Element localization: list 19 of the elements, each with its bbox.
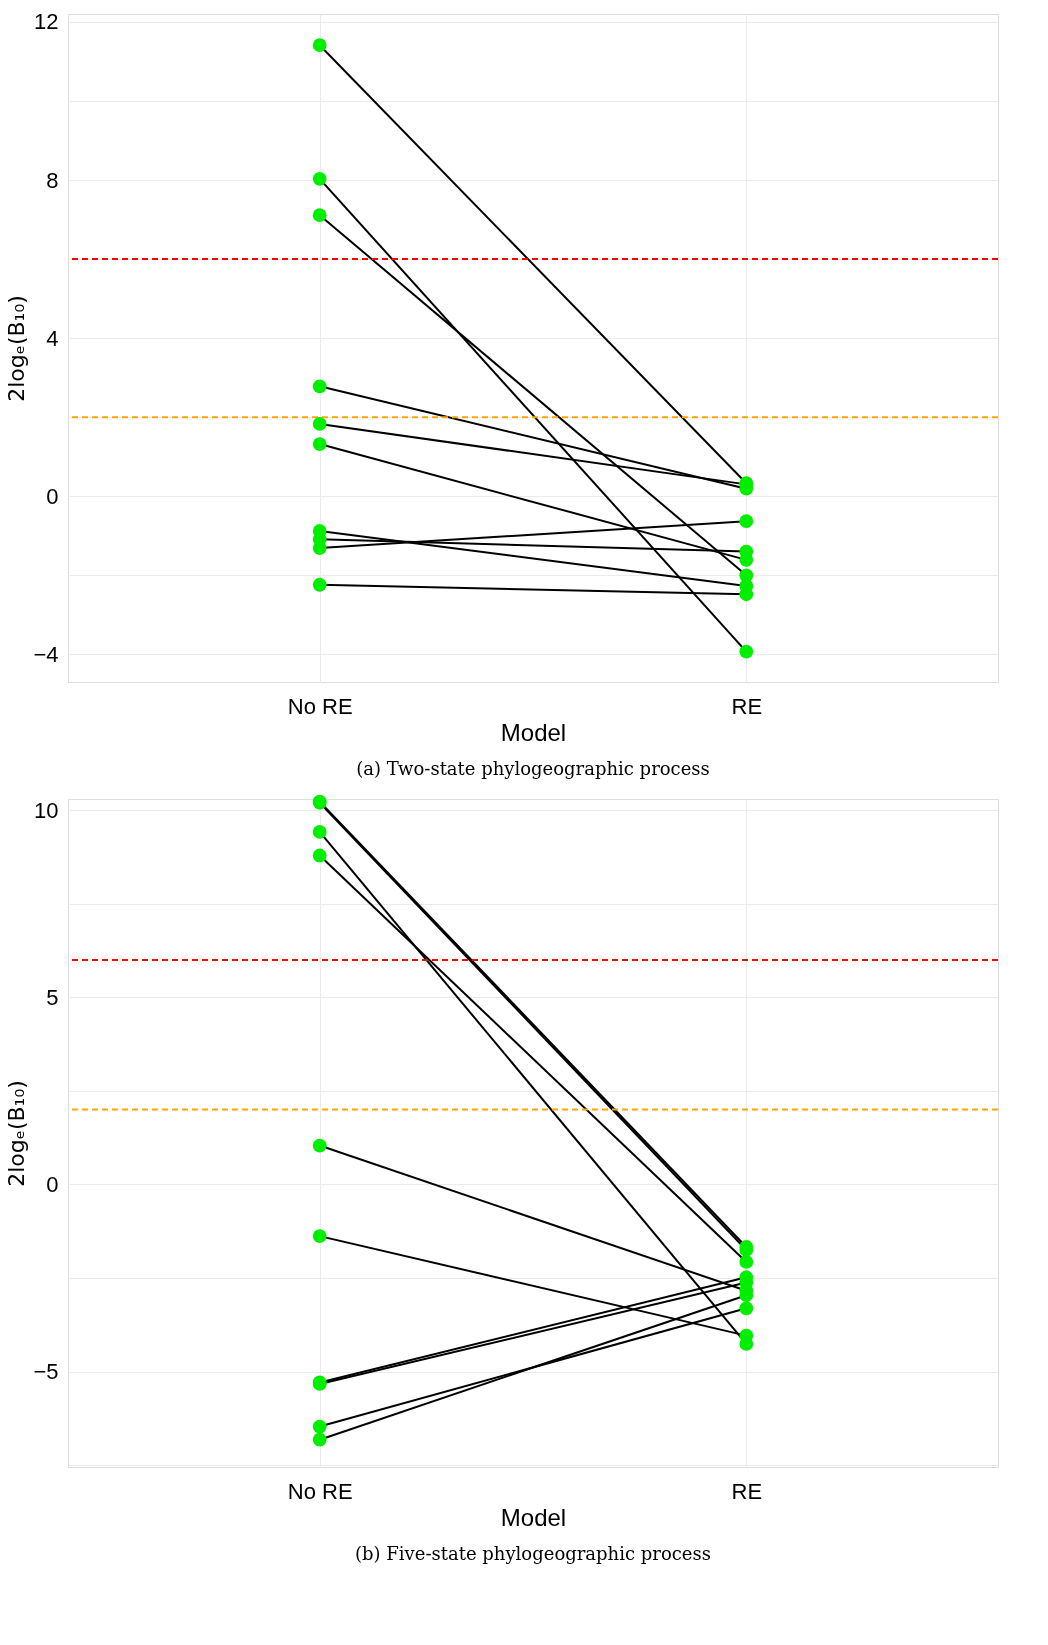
y-tick-label: 5 <box>46 984 59 1010</box>
x-axis-title: Model <box>500 1503 567 1531</box>
x-tick-label: No RE <box>287 693 353 719</box>
y-axis-title: 2logₑ(B₁₀) <box>4 1080 30 1187</box>
text: (b) Five-state phylogeographic process <box>355 1543 711 1564</box>
y-axis-title: 2logₑ(B₁₀) <box>4 295 30 402</box>
y-tick-label: 8 <box>46 167 59 193</box>
y-tick-label: −5 <box>33 1359 59 1385</box>
text: (a) Two-state phylogeographic process <box>356 758 710 779</box>
y-tick-label: −4 <box>33 641 59 667</box>
y-tick-label: 0 <box>46 1171 59 1197</box>
x-tick-label: RE <box>731 693 763 719</box>
y-tick-label: 12 <box>34 9 59 35</box>
y-tick-label: 4 <box>46 325 59 351</box>
y-tick-label: 10 <box>34 797 59 823</box>
x-tick-label: No RE <box>287 1478 353 1504</box>
x-tick-label: RE <box>731 1478 763 1504</box>
x-axis-title: Model <box>500 718 567 746</box>
y-tick-label: 0 <box>46 483 59 509</box>
